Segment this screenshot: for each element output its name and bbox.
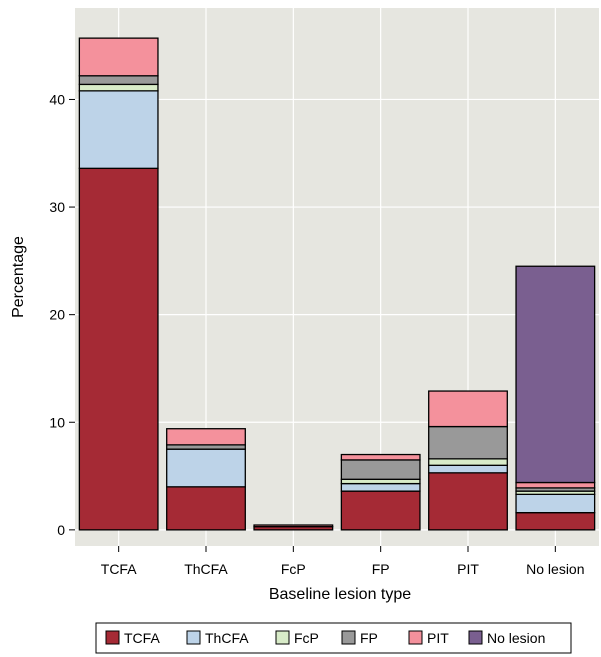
bar-pit-fp (428, 425, 508, 460)
x-tick-label-2: FcP (281, 561, 306, 577)
bars (78, 37, 596, 531)
x-tick-label-3: FP (372, 561, 390, 577)
y-tick-label-2: 20 (49, 307, 65, 323)
bar-pit-thcfa (428, 464, 508, 474)
x-tick-label-0: TCFA (101, 561, 137, 577)
bar-pit-tcfa (428, 472, 508, 531)
legend-label-tcfa: TCFA (124, 630, 160, 646)
bar-tcfa-fcp (78, 83, 159, 92)
legend-label-fcp: FcP (294, 630, 319, 646)
bar-thcfa-thcfa (166, 448, 246, 488)
bar-tcfa-thcfa (78, 90, 159, 169)
y-tick-label-0: 0 (57, 522, 65, 538)
legend-swatch-tcfa (105, 630, 120, 645)
y-tick-label-3: 30 (49, 199, 65, 215)
x-tick-label-1: ThCFA (184, 561, 228, 577)
bar-no-lesion-no-lesion (515, 265, 596, 484)
bar-no-lesion-thcfa (515, 493, 596, 514)
legend: TCFA ThCFA FcP FP PIT No lesion (95, 622, 572, 654)
bar-fp-fp (340, 459, 421, 480)
bar-fp-tcfa (340, 490, 421, 531)
bar-tcfa-fp (78, 75, 159, 86)
plot-background (75, 8, 599, 546)
y-tick-label-1: 10 (49, 414, 65, 430)
legend-swatch-thcfa (186, 630, 201, 645)
legend-label-no-lesion: No lesion (487, 630, 545, 646)
x-tick-label-5: No lesion (526, 561, 584, 577)
bar-fp-thcfa (340, 482, 421, 492)
bar-tcfa-pit (78, 37, 159, 77)
bar-fcp-pit (253, 524, 334, 528)
bar-tcfa-tcfa (78, 167, 159, 531)
legend-box (95, 622, 572, 654)
bar-no-lesion-pit (515, 481, 596, 489)
bar-thcfa-tcfa (166, 486, 246, 531)
x-axis: TCFA ThCFA FcP FP PIT No lesion (101, 546, 585, 577)
legend-swatch-fcp (275, 630, 290, 645)
x-tick-label-4: PIT (457, 561, 479, 577)
bar-pit-fcp (428, 458, 508, 466)
legend-label-pit: PIT (427, 630, 449, 646)
y-axis: 0 10 20 30 40 (49, 91, 75, 538)
legend-label-fp: FP (360, 630, 378, 646)
legend-swatch-pit (408, 630, 423, 645)
bar-thcfa-pit (166, 428, 246, 446)
x-axis-title: Baseline lesion type (269, 586, 411, 603)
legend-label-thcfa: ThCFA (205, 630, 249, 646)
bar-pit-pit (428, 390, 508, 428)
legend-swatch-no-lesion (468, 630, 483, 645)
bar-fp-pit (340, 453, 421, 461)
legend-swatch-fp (341, 630, 356, 645)
y-axis-title: Percentage (10, 236, 27, 318)
bar-no-lesion-tcfa (515, 511, 596, 531)
y-tick-label-4: 40 (49, 91, 65, 107)
